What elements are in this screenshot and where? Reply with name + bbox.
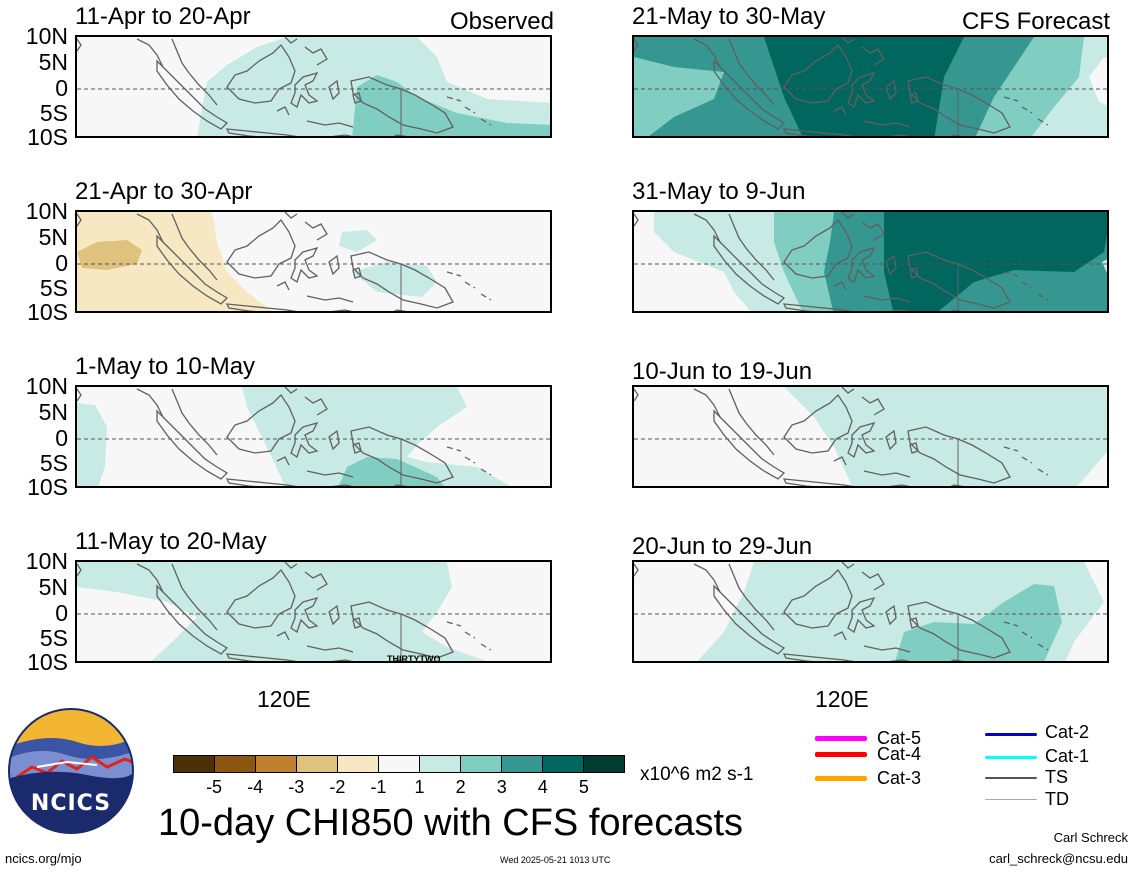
colorbar-swatch (543, 756, 584, 772)
map-forecast-2 (632, 210, 1109, 313)
lon-label-right: 120E (815, 686, 869, 712)
lat-label: 10N (25, 373, 68, 399)
footer-timestamp: Wed 2025-05-21 1013 UTC (500, 855, 611, 865)
legend-label-td: TD (1045, 789, 1069, 809)
colorbar-tick-label: -4 (247, 777, 264, 797)
legend-line-cat4 (815, 752, 867, 757)
colorbar-tick-label: -1 (370, 777, 387, 797)
panel-title-forecast-4: 20-Jun to 29-Jun (632, 533, 813, 560)
lat-label: 0 (55, 75, 68, 101)
lon-label-left: 120E (257, 686, 311, 712)
map-observed-2 (75, 210, 552, 313)
map-forecast-3 (632, 385, 1109, 488)
colorbar-swatch (297, 756, 338, 772)
legend-label-cat4: Cat-4 (877, 744, 922, 764)
map-observed-1 (75, 35, 552, 138)
panel-title-observed-1: 11-Apr to 20-Apr (75, 3, 251, 30)
lat-label: 10S (27, 299, 68, 325)
panel-title-forecast-3: 10-Jun to 19-Jun (632, 358, 813, 385)
colorbar-tick-label: -5 (206, 777, 223, 797)
lat-label: 0 (55, 425, 68, 451)
lat-label: 5N (38, 399, 68, 425)
lat-label: 5N (38, 224, 68, 250)
lat-label: 10N (25, 198, 68, 224)
colorbar-tick-label: 5 (578, 777, 589, 797)
colorbar (173, 755, 625, 773)
lat-label: 10N (25, 23, 68, 49)
footer-author: Carl Schreck (1053, 830, 1128, 845)
lat-label: 5S (39, 625, 68, 651)
map-forecast-4 (632, 560, 1109, 663)
footer-url[interactable]: ncics.org/mjo (5, 851, 82, 866)
lat-label: 10S (27, 474, 68, 500)
map-observed-3 (75, 385, 552, 488)
legend-label-cat5: Cat-5 (877, 728, 922, 748)
colorbar-units: x10^6 m2 s-1 (640, 764, 754, 785)
colorbar-swatch (584, 756, 624, 772)
colorbar-swatch (502, 756, 543, 772)
logo-text: NCICS (30, 791, 112, 816)
footer-email[interactable]: carl_schreck@ncsu.edu (989, 851, 1128, 866)
legend-label-ts: TS (1045, 767, 1069, 787)
legend-line-cat3 (815, 776, 867, 781)
panel-title-observed-3: 1-May to 10-May (75, 353, 256, 380)
main-title: 10-day CHI850 with CFS forecasts (158, 802, 744, 844)
colorbar-swatch (215, 756, 256, 772)
colorbar-swatch (379, 756, 420, 772)
colorbar-swatch (338, 756, 379, 772)
colorbar-tick-label: -2 (329, 777, 346, 797)
colorbar-tick-label: 4 (537, 777, 548, 797)
legend-line-td (985, 799, 1037, 800)
colorbar-swatch (256, 756, 297, 772)
legend-line-cat5 (815, 736, 867, 741)
lat-label: 5S (39, 450, 68, 476)
storm-label: THIRTYTWO (387, 654, 441, 663)
colorbar-tick-label: 1 (414, 777, 425, 797)
lat-label: 10S (27, 124, 68, 150)
legend-label-cat1: Cat-1 (1045, 746, 1090, 766)
panel-title-forecast-2: 31-May to 9-Jun (632, 178, 806, 205)
legend-line-ts (985, 777, 1037, 779)
ncics-logo: NCICS (7, 707, 135, 835)
colorbar-swatch (420, 756, 461, 772)
colorbar-tick-label: 3 (496, 777, 507, 797)
observed-label: Observed (449, 8, 554, 35)
legend-label-cat3: Cat-3 (877, 768, 922, 788)
legend-label-cat2: Cat-2 (1045, 722, 1090, 742)
map-observed-4: THIRTYTWO (75, 560, 552, 663)
lat-label: 5N (38, 574, 68, 600)
lat-label: 5N (38, 49, 68, 75)
panel-title-forecast-1: 21-May to 30-May (632, 3, 826, 30)
lat-label: 5S (39, 275, 68, 301)
colorbar-tick-label: -3 (288, 777, 305, 797)
panel-title-observed-4: 11-May to 20-May (75, 528, 267, 555)
panel-title-observed-2: 21-Apr to 30-Apr (75, 178, 253, 205)
legend-line-cat1 (985, 756, 1037, 759)
colorbar-tick-label: 2 (455, 777, 466, 797)
cfs-forecast-label: CFS Forecast (961, 8, 1110, 35)
colorbar-swatch (174, 756, 215, 772)
lat-label: 10S (27, 649, 68, 675)
lat-label: 0 (55, 600, 68, 626)
lat-label: 5S (39, 100, 68, 126)
colorbar-swatch (461, 756, 502, 772)
lat-label: 0 (55, 250, 68, 276)
lat-label: 10N (25, 548, 68, 574)
map-forecast-1 (632, 35, 1109, 138)
legend-line-cat2 (985, 733, 1037, 736)
